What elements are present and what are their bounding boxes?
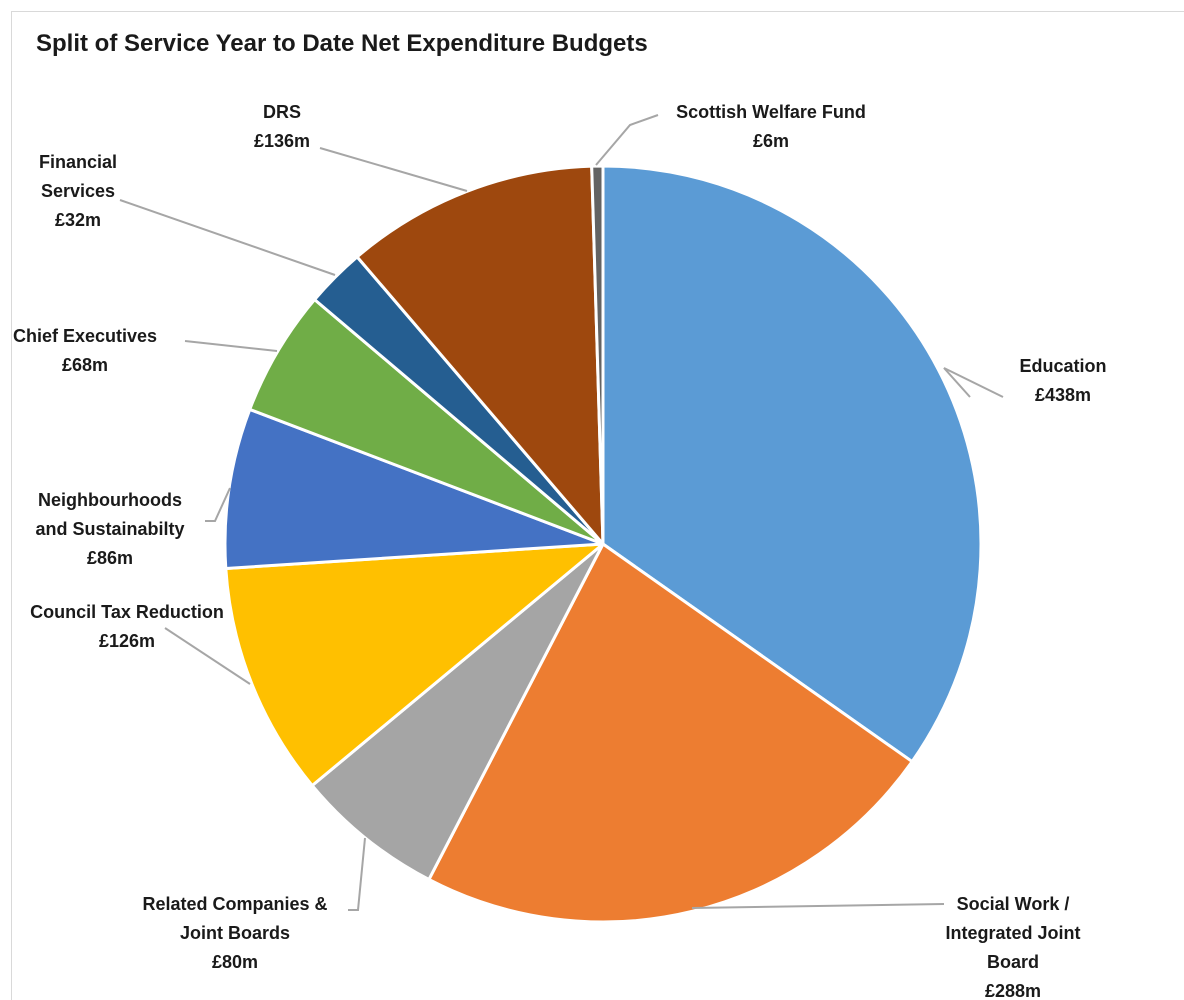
data-label-value: £126m bbox=[99, 631, 155, 651]
pie-slice-education bbox=[601, 164, 983, 764]
data-label: Financial Services £32m bbox=[39, 152, 117, 230]
pie-slice-scottish-welfare-fund bbox=[590, 164, 605, 546]
data-label: Social Work / Integrated Joint Board £288m bbox=[945, 894, 1080, 1000]
leader-line bbox=[119, 199, 336, 276]
data-label-name: Council Tax Reduction bbox=[30, 602, 224, 622]
data-label-name: Integrated Joint bbox=[945, 923, 1080, 943]
data-label-name: Chief Executives bbox=[13, 326, 157, 346]
pie-slice-neighbourhoods-and-sustainabilty bbox=[223, 407, 605, 570]
data-label-value: £68m bbox=[62, 355, 108, 375]
data-label-name: Scottish Welfare Fund bbox=[676, 102, 866, 122]
data-label-name: Education bbox=[1019, 356, 1106, 376]
data-label: Council Tax Reduction £126m bbox=[30, 602, 224, 651]
data-label-name: Social Work / bbox=[957, 894, 1070, 914]
data-label: Education £438m bbox=[1019, 356, 1106, 405]
leader-line bbox=[595, 114, 659, 166]
data-label-value: £136m bbox=[254, 131, 310, 151]
leader-line bbox=[943, 367, 1004, 398]
data-label-name: Financial bbox=[39, 152, 117, 172]
data-label: DRS £136m bbox=[254, 102, 310, 151]
leader-line bbox=[348, 837, 366, 911]
data-label-value: £6m bbox=[753, 131, 789, 151]
leader-line bbox=[205, 487, 231, 522]
data-label-value: £438m bbox=[1035, 385, 1091, 405]
leader-line bbox=[184, 340, 278, 352]
leader-line bbox=[319, 147, 468, 192]
pie-slice-social-work-integrated-joint-board bbox=[427, 542, 914, 924]
data-label-name: Services bbox=[41, 181, 115, 201]
data-label: Related Companies & Joint Boards £80m bbox=[142, 894, 327, 972]
data-label-name: Related Companies & bbox=[142, 894, 327, 914]
pie-slice-council-tax-reduction bbox=[224, 542, 605, 788]
leader-line bbox=[164, 627, 251, 685]
data-label-name: Board bbox=[987, 952, 1039, 972]
data-label: Scottish Welfare Fund £6m bbox=[676, 102, 866, 151]
data-label-value: £86m bbox=[87, 548, 133, 568]
data-label-name: and Sustainabilty bbox=[35, 519, 184, 539]
data-label-value: £80m bbox=[212, 952, 258, 972]
data-label: Neighbourhoods and Sustainabilty £86m bbox=[35, 490, 184, 568]
leader-line bbox=[691, 903, 945, 909]
data-label-name: Neighbourhoods bbox=[38, 490, 182, 510]
chart-title: Split of Service Year to Date Net Expend… bbox=[36, 30, 648, 57]
data-label-name: Joint Boards bbox=[180, 923, 290, 943]
data-label-name: DRS bbox=[263, 102, 301, 122]
data-label-value: £288m bbox=[985, 981, 1041, 1000]
data-label-value: £32m bbox=[55, 210, 101, 230]
data-label: Chief Executives £68m bbox=[13, 326, 157, 375]
